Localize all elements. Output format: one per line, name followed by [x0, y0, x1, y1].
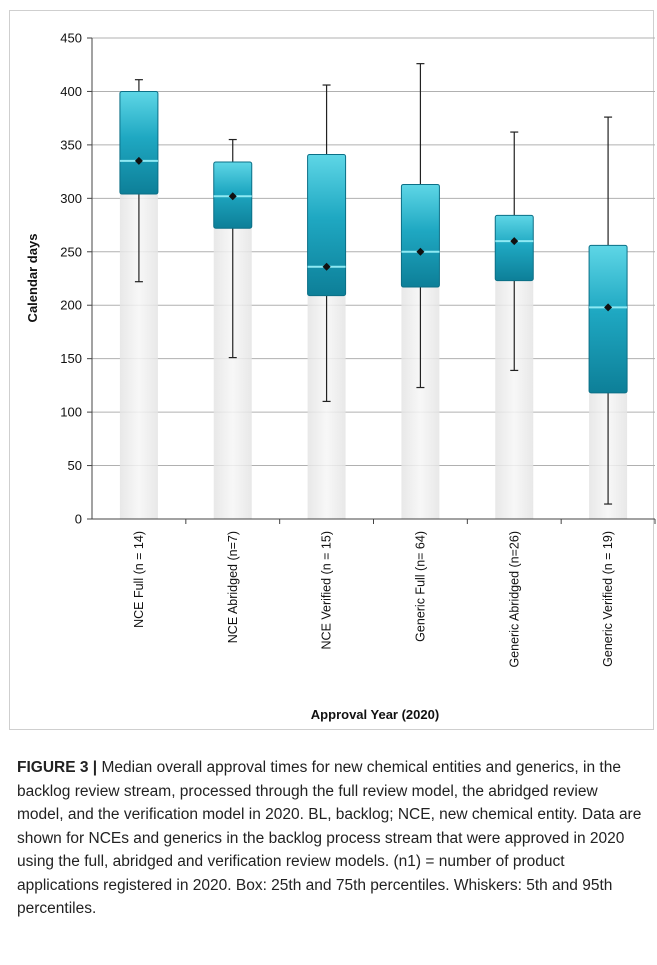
box-iqr — [494, 214, 534, 282]
mean-marker — [228, 192, 237, 201]
box-iqr — [588, 244, 628, 394]
figure-caption: FIGURE 3 | Median overall approval times… — [17, 756, 647, 921]
tick-labels: 0 50 100 150 200 250 300 350 400 450 NCE Full (n =… — [60, 31, 615, 668]
gridlines — [92, 37, 655, 467]
y-tick-label: 300 — [60, 191, 82, 206]
x-category-label: NCE Abridged (n=7) — [226, 531, 240, 643]
mean-marker — [604, 303, 613, 312]
y-tick-label: 400 — [60, 84, 82, 99]
y-tick-label: 100 — [60, 405, 82, 420]
axes — [87, 37, 656, 524]
y-tick-label: 350 — [60, 137, 82, 152]
x-category-label: NCE Full (n = 14) — [132, 531, 146, 628]
mean-marker — [416, 247, 425, 256]
y-tick-label: 450 — [60, 31, 82, 46]
figure-frame — [9, 10, 654, 730]
box-iqr — [400, 183, 440, 288]
y-axis-title: Calendar days — [25, 234, 40, 323]
y-tick-label: 150 — [60, 351, 82, 366]
y-tick-label: 0 — [75, 512, 82, 527]
x-category-label: Generic Full (n= 64) — [413, 531, 427, 642]
box-plot-chart: 0 50 100 150 200 250 300 350 400 450 NCE Full (n =… — [25, 31, 656, 722]
box-iqr — [307, 154, 347, 297]
x-category-label: Generic Verified (n = 19) — [601, 531, 615, 667]
x-category-label: Generic Abridged (n=26) — [507, 531, 521, 668]
x-category-label: NCE Verified (n = 15) — [320, 531, 334, 649]
mean-marker — [510, 237, 519, 246]
figure-label: FIGURE 3 | — [17, 759, 98, 776]
y-tick-label: 250 — [60, 244, 82, 259]
caption-text: Median overall approval times for new ch… — [17, 759, 642, 917]
mean-marker — [322, 262, 331, 271]
y-tick-label: 200 — [60, 298, 82, 313]
x-axis-title: Approval Year (2020) — [311, 707, 439, 722]
boxes — [119, 63, 628, 505]
mean-marker — [134, 156, 143, 165]
y-tick-label: 50 — [68, 458, 82, 473]
box-iqr — [119, 90, 159, 195]
